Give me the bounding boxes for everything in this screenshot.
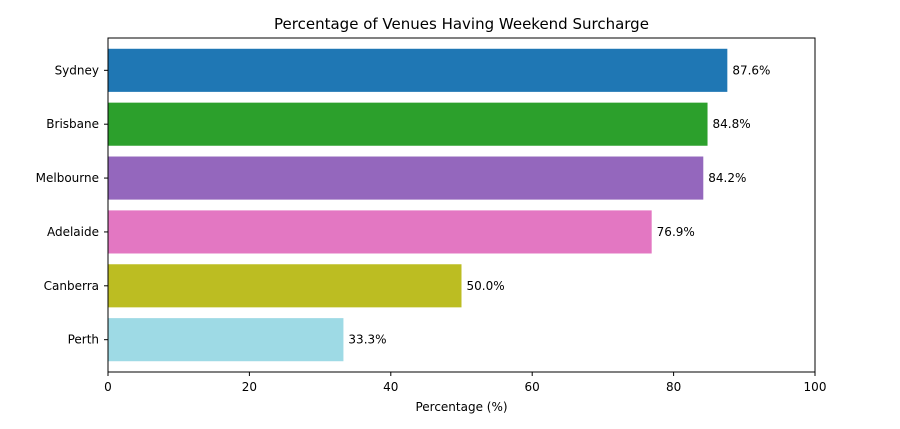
data-label-sydney: 87.6% xyxy=(732,63,770,77)
data-label-canberra: 50.0% xyxy=(467,279,505,293)
x-axis-label: Percentage (%) xyxy=(415,400,507,414)
x-tick-label: 0 xyxy=(104,380,112,394)
data-label-perth: 33.3% xyxy=(348,333,386,347)
x-tick-label: 100 xyxy=(804,380,827,394)
category-label-canberra: Canberra xyxy=(44,279,99,293)
x-tick-label: 20 xyxy=(242,380,257,394)
category-label-perth: Perth xyxy=(68,333,99,347)
y-axis: Sydney Brisbane Melbourne Adelaide Canberra P… xyxy=(36,63,108,347)
data-label-melbourne: 84.2% xyxy=(708,171,746,185)
bar-canberra xyxy=(108,264,462,308)
x-tick-label: 40 xyxy=(383,380,398,394)
chart-title: Percentage of Venues Having Weekend Surc… xyxy=(274,15,649,33)
category-label-melbourne: Melbourne xyxy=(36,171,99,185)
category-label-brisbane: Brisbane xyxy=(46,117,99,131)
bar-melbourne xyxy=(108,156,704,200)
plot-frame xyxy=(107,37,816,373)
category-label-adelaide: Adelaide xyxy=(47,225,99,239)
category-label-sydney: Sydney xyxy=(55,63,99,77)
x-tick-label: 80 xyxy=(666,380,681,394)
bar-sydney xyxy=(108,48,728,92)
bar-adelaide xyxy=(108,210,652,254)
data-label-adelaide: 76.9% xyxy=(657,225,695,239)
bar-perth xyxy=(108,318,344,362)
bar-brisbane xyxy=(108,102,708,146)
x-tick-label: 60 xyxy=(525,380,540,394)
x-axis: 0 20 40 60 80 100 xyxy=(104,372,826,394)
data-label-brisbane: 84.8% xyxy=(713,117,751,131)
plot-area: 87.6% 84.8% 84.2% 76.9% 50.0% 33.3% xyxy=(108,48,770,362)
